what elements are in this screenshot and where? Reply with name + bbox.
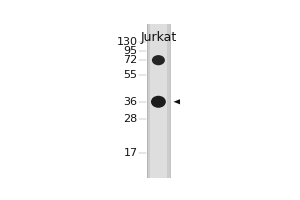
Text: 95: 95 [123,46,137,56]
Text: 72: 72 [123,55,137,65]
Text: 28: 28 [123,114,137,124]
Text: 55: 55 [124,70,137,80]
Polygon shape [173,99,180,104]
Ellipse shape [151,96,166,108]
Text: 17: 17 [123,148,137,158]
Bar [150,24,167,178]
Text: Jurkat: Jurkat [140,31,176,44]
Ellipse shape [152,55,165,65]
Text: 130: 130 [116,37,137,47]
Bar [147,24,170,178]
Text: 36: 36 [124,97,137,107]
